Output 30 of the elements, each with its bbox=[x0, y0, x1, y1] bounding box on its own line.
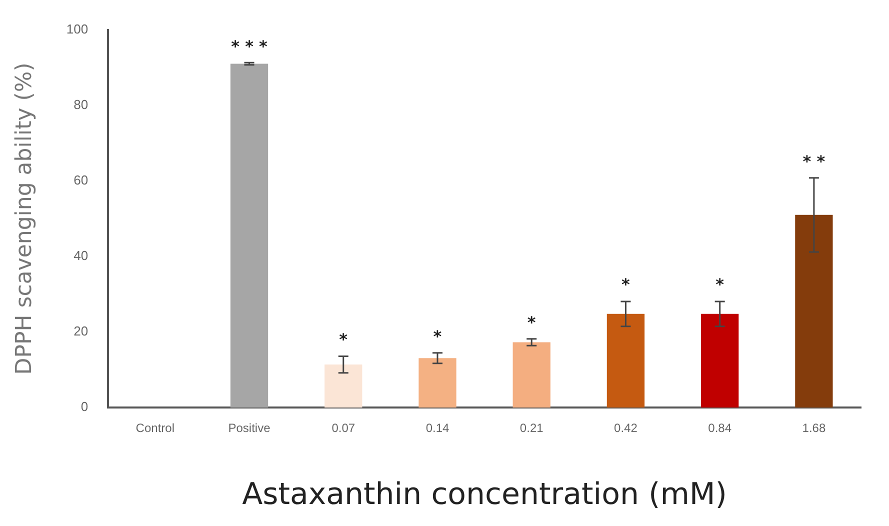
x-tick-label: 0.14 bbox=[426, 421, 450, 436]
bar bbox=[230, 64, 268, 408]
y-tick-label: 60 bbox=[74, 172, 88, 188]
x-tick-label: 1.68 bbox=[802, 421, 826, 436]
annotation: * * * bbox=[231, 36, 268, 56]
x-tick-label: Control bbox=[136, 421, 174, 436]
y-tick-label: 40 bbox=[74, 248, 88, 264]
y-tick-label: 20 bbox=[74, 324, 88, 339]
annotation: * * bbox=[802, 152, 826, 171]
x-tick-label: 0.42 bbox=[614, 421, 638, 436]
bar bbox=[324, 364, 362, 408]
bar bbox=[701, 314, 739, 408]
x-tick-label: Positive bbox=[228, 421, 271, 436]
bar bbox=[795, 214, 833, 408]
bar bbox=[512, 342, 550, 408]
annotation: * bbox=[527, 312, 536, 332]
x-tick-label: 0.07 bbox=[332, 421, 356, 436]
annotation: * bbox=[716, 275, 724, 294]
annotation: * bbox=[622, 275, 630, 294]
x-tick-label: 0.84 bbox=[708, 421, 732, 436]
y-tick-label: 0 bbox=[80, 399, 88, 414]
y-axis-title: DPPH scavenging ability (%) bbox=[12, 62, 37, 375]
bar bbox=[418, 358, 456, 408]
x-axis-title: Astaxanthin concentration (mM) bbox=[242, 476, 728, 512]
annotation: * bbox=[433, 326, 442, 346]
bar bbox=[606, 314, 645, 408]
y-tick-label: 100 bbox=[66, 21, 88, 36]
y-tick-label: 80 bbox=[74, 96, 88, 112]
annotation: * bbox=[339, 330, 348, 350]
x-tick-label: 0.21 bbox=[520, 421, 544, 436]
